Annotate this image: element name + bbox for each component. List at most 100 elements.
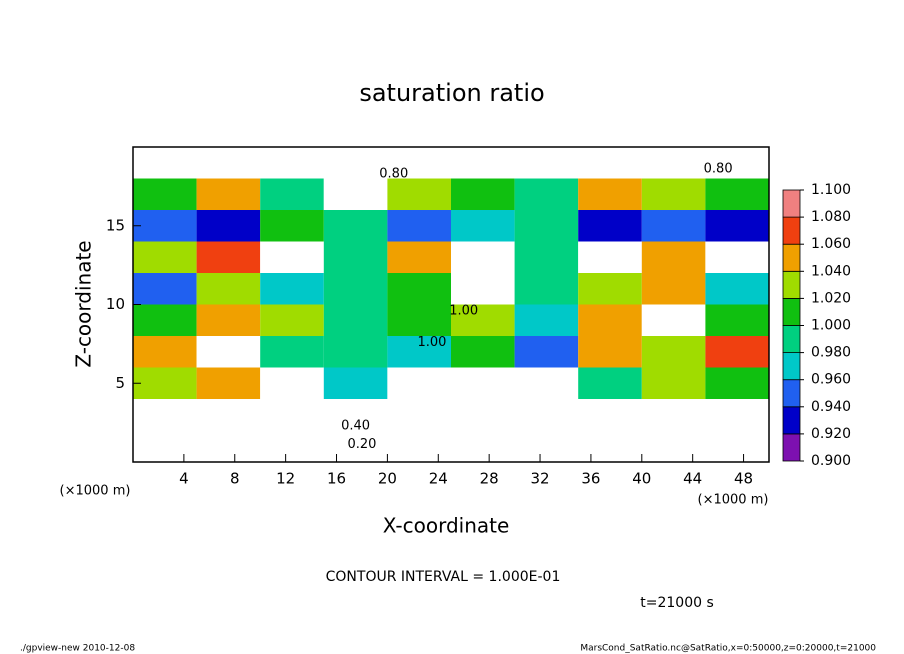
field-cell (260, 241, 324, 273)
colorbar-label: 1.060 (811, 236, 851, 252)
field-cell (578, 178, 642, 210)
field-cell (705, 336, 769, 368)
field-cell (705, 367, 769, 399)
field-cell (705, 178, 769, 210)
field-cell (578, 336, 642, 368)
field-cell (514, 210, 579, 242)
x-tick-label: 36 (581, 470, 600, 488)
field-cell (578, 430, 642, 462)
field-cell (641, 304, 706, 336)
colorbar-label: 1.040 (811, 263, 851, 279)
field-cell (387, 430, 451, 462)
colorbar-box (782, 406, 801, 435)
field-cell (133, 210, 197, 242)
x-tick-label: 16 (327, 470, 346, 488)
field-cell (451, 336, 515, 368)
field-cell (196, 241, 261, 273)
field-cell (133, 430, 197, 462)
field-cell (514, 273, 579, 305)
field-cell (641, 336, 706, 368)
field-cell (641, 367, 706, 399)
field-cell (323, 304, 388, 336)
field-cell (578, 304, 642, 336)
x-tick-label: 44 (683, 470, 702, 488)
field-cell (323, 367, 388, 399)
colorbar-label: 1.020 (811, 290, 851, 306)
field-cell (133, 336, 197, 368)
colorbar-box (782, 243, 801, 272)
field-cell (514, 336, 579, 368)
field-cell (196, 336, 261, 368)
field-cell (578, 241, 642, 273)
time-label: t=21000 s (640, 595, 714, 611)
field-cell (451, 367, 515, 399)
field-cell (514, 304, 579, 336)
field-cell (514, 430, 579, 462)
field-cell (196, 367, 261, 399)
field-cell (641, 147, 706, 179)
colorbar-label: 1.100 (811, 182, 851, 198)
field-cell (133, 273, 197, 305)
field-cell (387, 336, 451, 368)
colorbar-label: 0.980 (811, 345, 851, 361)
field-cell (323, 147, 388, 179)
field-cell (451, 430, 515, 462)
field-cell (323, 210, 388, 242)
colorbar-label: 1.080 (811, 209, 851, 225)
x-tick-label: 20 (378, 470, 397, 488)
field-cell (451, 399, 515, 431)
colorbar-label: 0.940 (811, 399, 851, 415)
field-cell (451, 241, 515, 273)
field-cell (451, 304, 515, 336)
field-cell (641, 210, 706, 242)
field-cell (196, 304, 261, 336)
field-cell (260, 430, 324, 462)
colorbar-box (782, 297, 801, 326)
field-cell (260, 273, 324, 305)
field-cell (133, 367, 197, 399)
field-cell (578, 147, 642, 179)
field-cell (641, 241, 706, 273)
colorbar-box (782, 379, 801, 408)
field-cell (387, 399, 451, 431)
field-cell (387, 241, 451, 273)
field-cell (387, 147, 451, 179)
x-unit-left: (×1000 m) (60, 484, 131, 499)
field-cell (196, 273, 261, 305)
field-cell (514, 178, 579, 210)
field-cell (514, 399, 579, 431)
colorbar-label: 0.900 (811, 453, 851, 469)
field-cell (196, 210, 261, 242)
contour-label: 0.40 (341, 418, 370, 433)
x-tick-label: 40 (632, 470, 651, 488)
field-cell (323, 273, 388, 305)
x-tick-label: 12 (276, 470, 295, 488)
y-axis-label: Z-coordinate (72, 240, 96, 367)
contour-interval: CONTOUR INTERVAL = 1.000E-01 (326, 569, 561, 585)
field-cell (705, 210, 769, 242)
field-cell (705, 430, 769, 462)
field-cell (196, 178, 261, 210)
field-cell (387, 210, 451, 242)
field-cell (578, 399, 642, 431)
field-cell (260, 178, 324, 210)
field-cell (514, 241, 579, 273)
field-cell (705, 241, 769, 273)
colorbar-box (782, 216, 801, 245)
contour-label: 0.20 (347, 437, 376, 452)
colorbar-label: 0.960 (811, 372, 851, 388)
contour-label: 0.80 (704, 162, 733, 177)
field-cell (578, 367, 642, 399)
colorbar-label: 0.920 (811, 426, 851, 442)
field-cell (514, 367, 579, 399)
field-cell (578, 210, 642, 242)
field-cell (323, 336, 388, 368)
field-cell (260, 210, 324, 242)
field-cell (133, 241, 197, 273)
field-cell (387, 273, 451, 305)
footer-left: ./gpview-new 2010-12-08 (20, 644, 135, 654)
field-cell (196, 147, 261, 179)
field-cell (323, 430, 388, 462)
y-tick-label: 5 (115, 374, 125, 392)
